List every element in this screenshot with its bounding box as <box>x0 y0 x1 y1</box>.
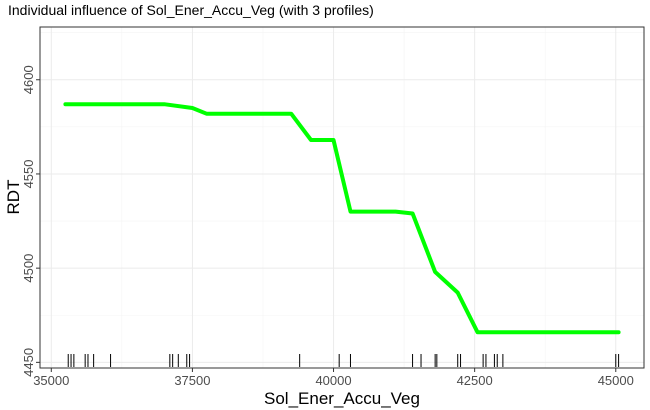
chart-title: Individual influence of Sol_Ener_Accu_Ve… <box>8 2 374 18</box>
y-tick-label: 4550 <box>21 159 36 188</box>
x-tick-label: 42500 <box>457 373 493 388</box>
y-tick-label: 4600 <box>21 65 36 94</box>
x-tick-label: 35000 <box>33 373 69 388</box>
x-tick-label: 45000 <box>598 373 634 388</box>
rug <box>67 354 620 367</box>
y-tick-label: 4450 <box>21 348 36 377</box>
series-line <box>63 102 621 335</box>
grid <box>40 27 644 368</box>
x-tick-label: 40000 <box>315 373 351 388</box>
x-axis-title: Sol_Ener_Accu_Veg <box>264 389 420 408</box>
y-axis-title: RDT <box>4 180 23 215</box>
y-tick-label: 4500 <box>21 254 36 283</box>
y-axis: 4450 4500 4550 4600 <box>21 65 40 377</box>
plot-panel-border <box>39 26 645 369</box>
x-axis: 35000 37500 40000 42500 45000 <box>33 368 634 388</box>
series-layer <box>63 102 621 335</box>
x-tick-label: 37500 <box>174 373 210 388</box>
